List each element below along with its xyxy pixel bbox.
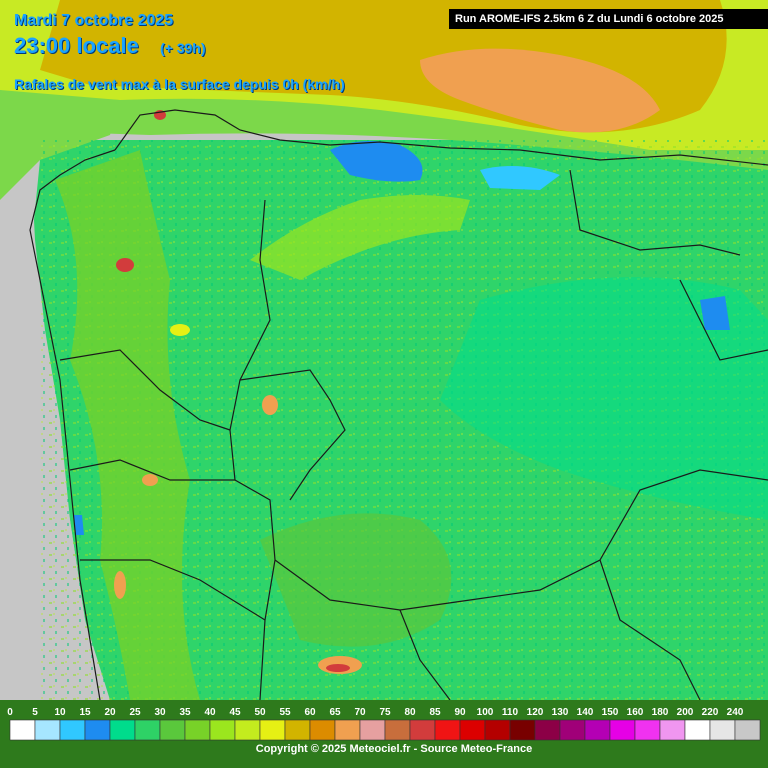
legend-tick-label: 80 <box>404 707 416 718</box>
legend-color-swatch <box>734 719 761 741</box>
legend-color-swatch <box>184 719 211 741</box>
boundaries <box>29 109 768 701</box>
legend-tick-label: 200 <box>677 707 694 718</box>
legend-color-swatch <box>484 719 511 741</box>
legend-tick-label: 120 <box>527 707 544 718</box>
legend-tick-label: 55 <box>279 707 291 718</box>
legend-tick-label: 160 <box>627 707 644 718</box>
legend-color-swatch <box>459 719 486 741</box>
legend-color-swatch <box>109 719 136 741</box>
legend-tick-label: 50 <box>254 707 266 718</box>
legend-color-swatch <box>409 719 436 741</box>
parameter-title: Rafales de vent max à la surface depuis … <box>14 76 345 92</box>
legend-tick-label: 25 <box>129 707 141 718</box>
legend-color-swatch <box>584 719 611 741</box>
legend-color-swatch <box>534 719 561 741</box>
region-border <box>69 459 235 481</box>
legend-color-swatch <box>384 719 411 741</box>
legend-tick-label: 110 <box>502 707 519 718</box>
region-border <box>80 559 266 621</box>
low-gust-patch <box>700 296 730 330</box>
legend-tick-label: 240 <box>727 707 744 718</box>
legend-tick-label: 30 <box>154 707 166 718</box>
south-green-zone <box>260 513 452 647</box>
legend-tick-label: 85 <box>429 707 441 718</box>
inland-yellow-band <box>250 195 470 280</box>
legend-color-swatch <box>659 719 686 741</box>
low-gust-patch <box>480 166 560 190</box>
legend-color-swatch <box>509 719 536 741</box>
legend-tick-label: 220 <box>702 707 719 718</box>
legend-tick-label: 100 <box>477 707 494 718</box>
legend-color-swatch <box>9 719 36 741</box>
forecast-lead-time: (+ 39h) <box>160 40 206 56</box>
region-border <box>599 559 701 701</box>
coastline <box>114 109 768 166</box>
region-border <box>274 469 768 611</box>
legend-tick-label: 5 <box>32 707 38 718</box>
legend-color-swatch <box>684 719 711 741</box>
legend-color-swatch <box>59 719 86 741</box>
legend-tick-label: 40 <box>204 707 216 718</box>
legend-color-swatch <box>334 719 361 741</box>
legend-color-swatch <box>359 719 386 741</box>
legend-tick-label: 10 <box>54 707 66 718</box>
high-gust-spot <box>114 571 126 599</box>
high-gust-spot <box>170 324 190 336</box>
high-gust-spot <box>116 258 134 272</box>
east-teal-zone <box>440 277 768 520</box>
legend-tick-label: 15 <box>79 707 91 718</box>
legend-color-swatch <box>709 719 736 741</box>
legend-tick-label: 60 <box>304 707 316 718</box>
color-scale-legend: 0 5 10 15 20 25 30 35 40 45 50 55 60 65 70 75 80 85 90 100 1… <box>7 707 761 741</box>
legend-tick-label: 150 <box>602 707 619 718</box>
high-gust-spot <box>262 395 278 415</box>
legend-color-swatch <box>309 719 336 741</box>
coastline <box>29 149 116 701</box>
legend-color-swatch <box>559 719 586 741</box>
coastal-ridge-strip <box>55 150 200 700</box>
low-gust-patch <box>330 141 423 182</box>
region-border <box>569 169 741 256</box>
legend-color-swatch <box>234 719 261 741</box>
legend-tick-label: 45 <box>229 707 241 718</box>
high-gust-spot <box>326 664 350 672</box>
legend-color-swatch <box>634 719 661 741</box>
region-border <box>399 609 451 701</box>
legend-tick-label: 180 <box>652 707 669 718</box>
region-border <box>679 279 768 361</box>
legend-color-swatch <box>209 719 236 741</box>
forecast-date: Mardi 7 octobre 2025 <box>14 12 174 29</box>
legend-tick-label: 20 <box>104 707 116 718</box>
legend-tick-label: 35 <box>179 707 191 718</box>
legend-color-swatch <box>134 719 161 741</box>
legend-color-swatch <box>34 719 61 741</box>
legend-tick-label: 140 <box>577 707 594 718</box>
legend-color-swatch <box>259 719 286 741</box>
legend-tick-label: 65 <box>329 707 341 718</box>
legend-tick-label: 0 <box>7 707 13 718</box>
legend-tick-label: 70 <box>354 707 366 718</box>
legend-tick-label: 75 <box>379 707 391 718</box>
low-gust-patch <box>74 515 84 535</box>
region-border <box>239 369 346 501</box>
legend-color-swatch <box>434 719 461 741</box>
region-border <box>59 349 231 431</box>
forecast-time: 23:00 locale <box>14 33 139 58</box>
high-gust-spot <box>142 474 158 486</box>
model-run-info: Run AROME-IFS 2.5km 6 Z du Lundi 6 octob… <box>449 9 768 29</box>
legend-tick-label: 90 <box>454 707 466 718</box>
legend-color-swatch <box>609 719 636 741</box>
legend-color-swatch <box>284 719 311 741</box>
sea-max-gust-zone <box>420 48 660 133</box>
legend-tick-label: 130 <box>552 707 569 718</box>
legend-color-swatch <box>84 719 111 741</box>
copyright-notice: Copyright © 2025 Meteociel.fr - Source M… <box>255 743 533 755</box>
legend-color-swatch <box>159 719 186 741</box>
